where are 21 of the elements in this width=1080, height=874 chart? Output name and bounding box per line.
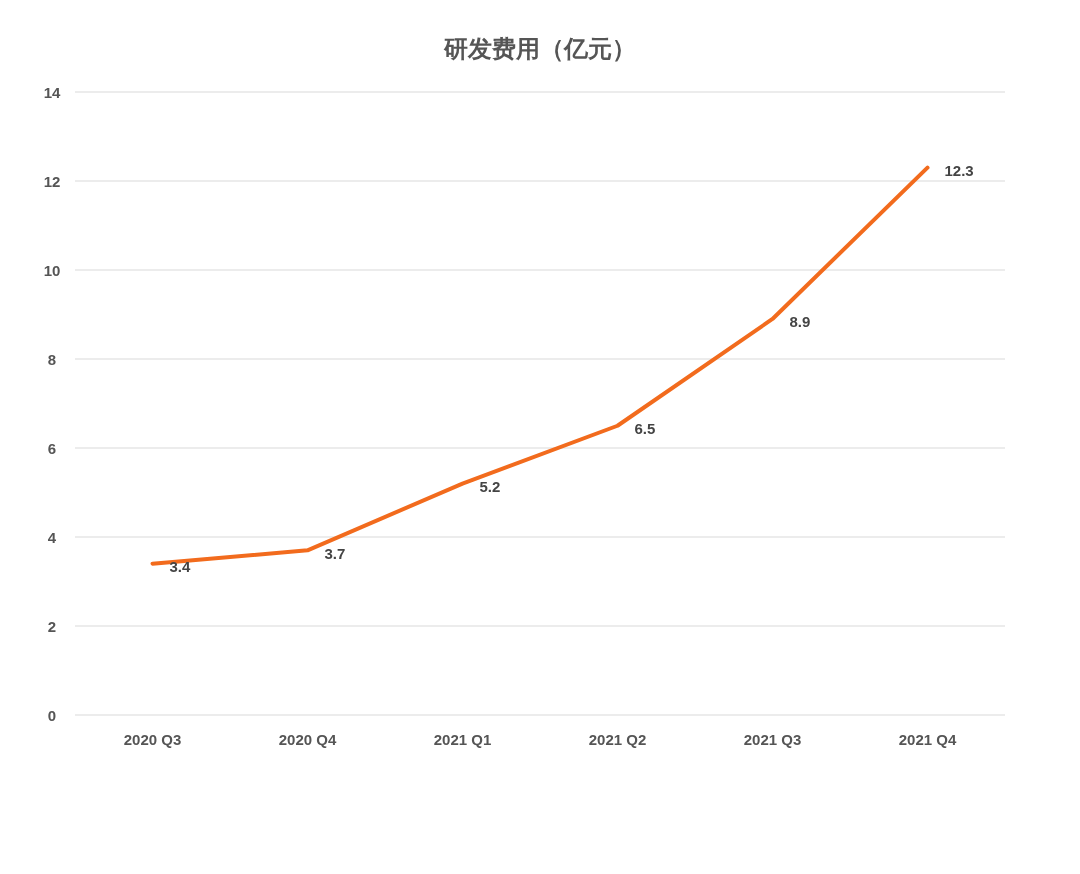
x-tick-label: 2021 Q2 — [588, 731, 647, 748]
x-tick-label: 2021 Q3 — [743, 731, 802, 748]
y-tick-label: 10 — [43, 261, 61, 279]
y-tick-label: 4 — [47, 528, 57, 546]
y-tick-label: 14 — [43, 83, 61, 101]
chart-title: 研发费用（亿元） — [443, 35, 636, 62]
data-label: 12.3 — [944, 162, 974, 180]
y-tick-label: 8 — [47, 350, 57, 368]
x-tick-label: 2020 Q3 — [123, 731, 182, 748]
y-tick-label: 12 — [43, 172, 61, 190]
data-label: 8.9 — [789, 313, 811, 331]
data-label: 3.7 — [324, 544, 346, 562]
x-tick-label: 2021 Q1 — [433, 731, 492, 748]
data-label: 5.2 — [479, 478, 501, 496]
y-tick-label: 2 — [47, 617, 57, 635]
data-label: 3.4 — [169, 558, 192, 576]
x-tick-label: 2021 Q4 — [898, 731, 957, 748]
data-label: 6.5 — [634, 420, 656, 438]
y-tick-label: 6 — [47, 439, 57, 457]
x-tick-label: 2020 Q4 — [278, 731, 337, 748]
y-tick-label: 0 — [47, 706, 57, 724]
